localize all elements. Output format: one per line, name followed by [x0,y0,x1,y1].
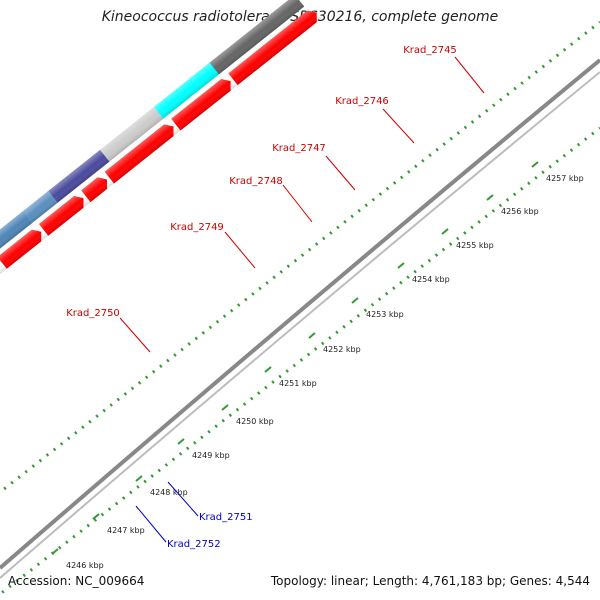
callout-line-krad-2752 [135,505,167,543]
scale-tick-label: 4256 kbp [501,207,539,216]
backbone-inner [0,71,600,579]
feature-gloss-red [0,6,322,334]
scale-tick-label: 4246 kbp [66,561,104,570]
scale-tick-label: 4247 kbp [107,526,145,535]
scale-tick-label: 4257 kbp [546,174,584,183]
callout-line-krad-2751 [167,481,199,517]
label-krad-2749[interactable]: Krad_2749 [170,222,224,233]
feature-row-red [0,6,322,334]
scale-tick-label: 4252 kbp [323,345,361,354]
label-krad-2747[interactable]: Krad_2747 [272,143,326,154]
label-krad-2746[interactable]: Krad_2746 [335,96,389,107]
scale-tick [531,161,539,168]
callout-lines [119,56,485,543]
callout-line-krad-2748 [282,184,313,223]
scale-tick [177,438,185,445]
scale-tick-label: 4250 kbp [236,417,274,426]
label-krad-2748[interactable]: Krad_2748 [229,176,283,187]
scale-tick [92,513,100,520]
scale-tick-label: 4251 kbp [279,379,317,388]
callout-line-krad-2746 [382,108,415,144]
feature-row-upper [0,0,305,318]
scale-tick [135,475,143,482]
scale-tick [486,194,494,201]
label-krad-2751[interactable]: Krad_2751 [199,512,253,523]
label-krad-2745[interactable]: Krad_2745 [403,45,457,56]
gene-label-group: Krad_2745 Krad_2746 Krad_2747 Krad_2748 … [66,45,457,550]
gc-track-outer [0,20,600,495]
gc-track-inner [0,126,600,597]
scale-tick [264,366,272,373]
scale-tick-label: 4248 kbp [150,488,188,497]
scale-tick-label: 4255 kbp [456,241,494,250]
callout-line-krad-2747 [325,155,356,191]
scale-tick [308,332,316,339]
callout-line-krad-2750 [119,317,151,353]
scale-ticks: 4246 kbp 4247 kbp 4248 kbp 4249 kbp 4250 kbp… [51,161,584,570]
feature-gloss [0,0,305,318]
label-krad-2752[interactable]: Krad_2752 [167,539,221,550]
scale-tick-label: 4253 kbp [366,310,404,319]
scale-tick-label: 4254 kbp [412,275,450,284]
callout-line-krad-2745 [454,56,485,94]
scale-tick-label: 4249 kbp [192,451,230,460]
scale-tick [221,404,229,411]
backbone-outer [0,58,600,570]
scale-tick [51,548,59,555]
scale-tick [397,262,405,269]
scale-tick [441,228,449,235]
genome-summary-text: Topology: linear; Length: 4,761,183 bp; … [270,574,590,588]
scale-tick [351,297,359,304]
label-krad-2750[interactable]: Krad_2750 [66,308,120,319]
accession-text: Accession: NC_009664 [8,574,145,588]
callout-line-krad-2749 [224,231,256,269]
